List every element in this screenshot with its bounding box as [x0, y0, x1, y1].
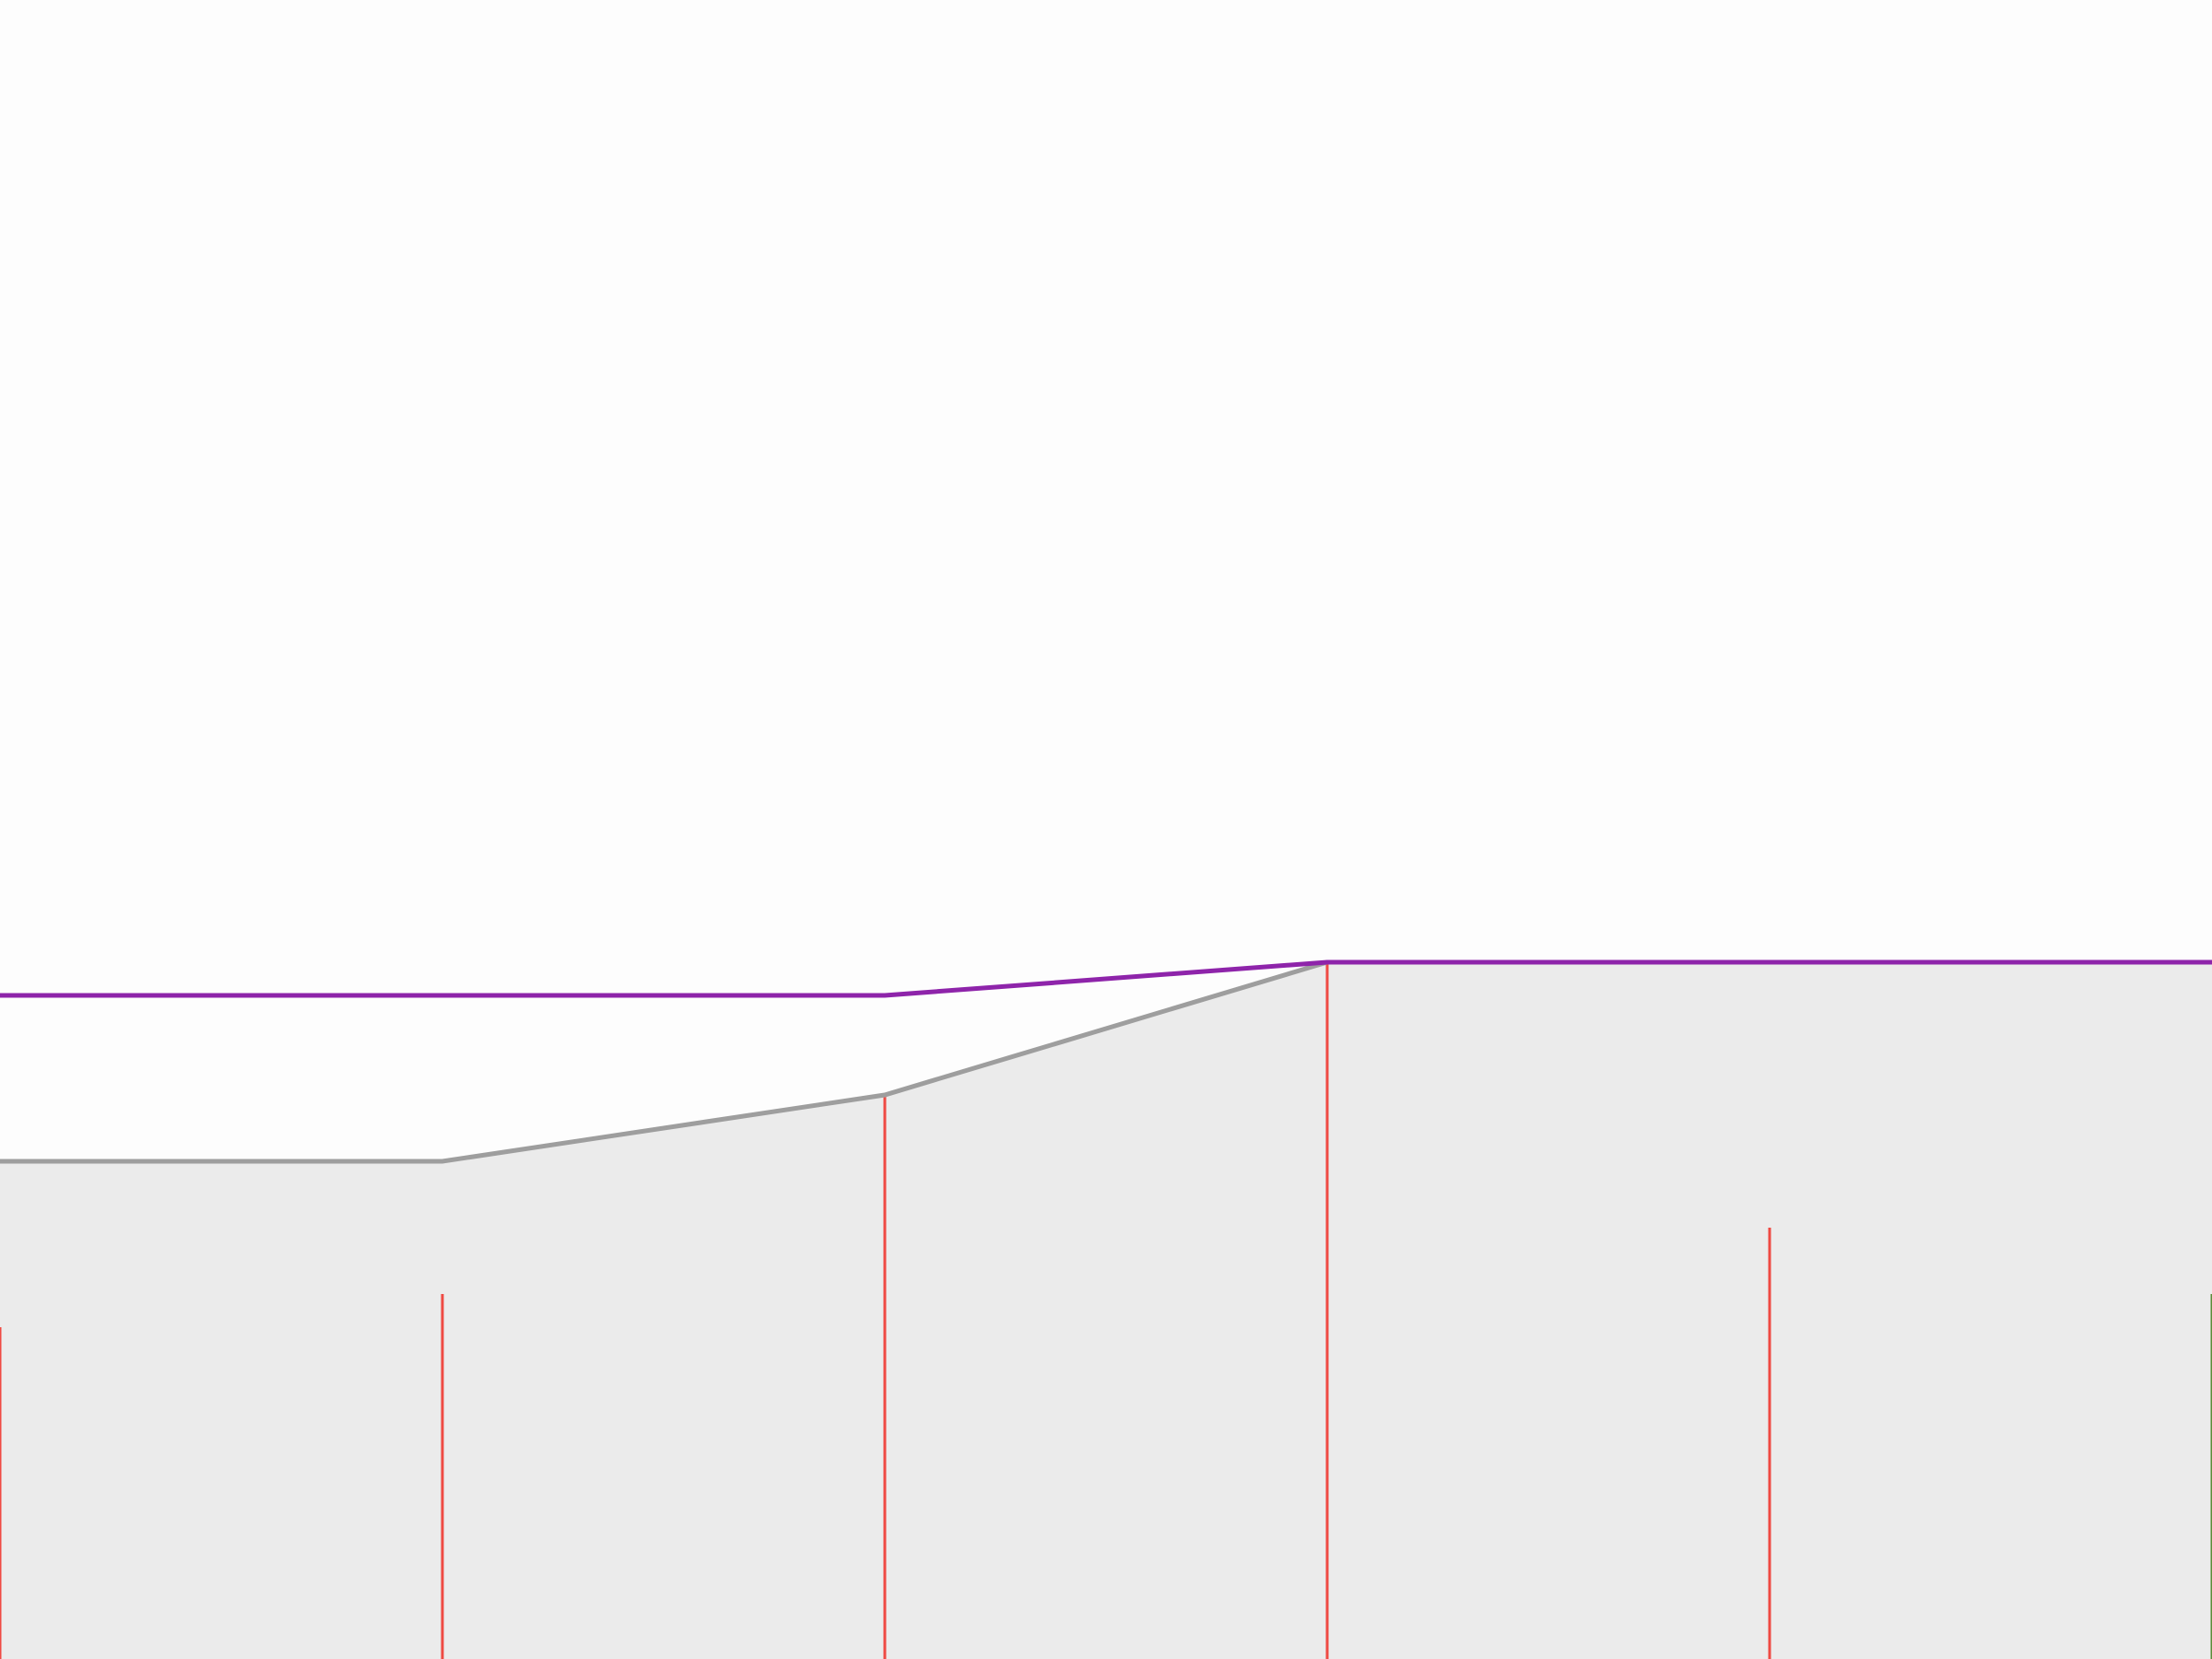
upper-line — [0, 959, 2212, 998]
area-fill — [0, 962, 2212, 1659]
